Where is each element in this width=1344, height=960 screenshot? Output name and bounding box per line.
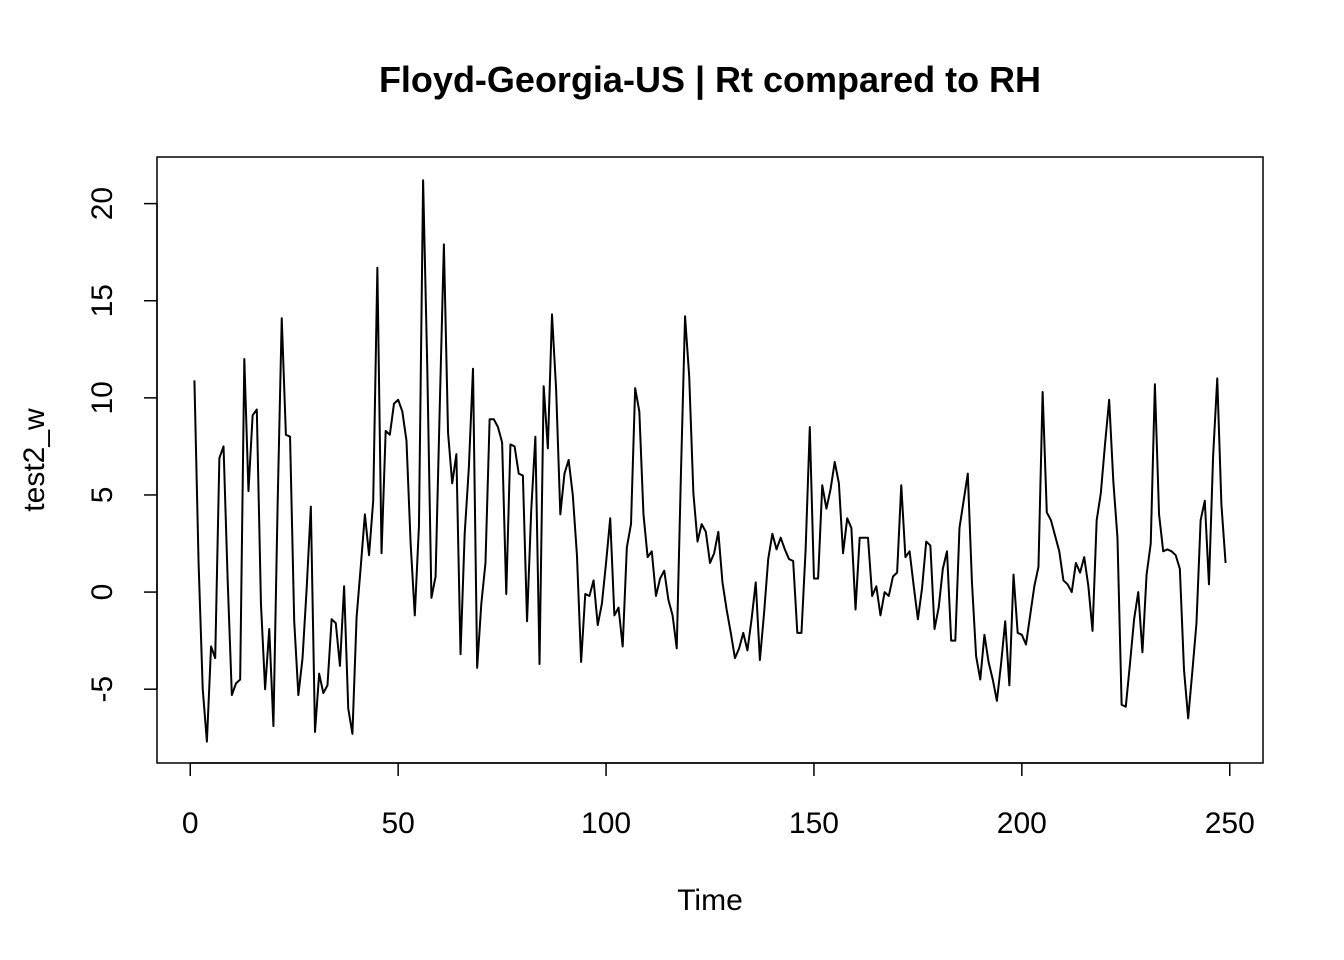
- x-tick-label: 100: [581, 807, 631, 840]
- y-tick-label: 15: [86, 284, 119, 317]
- y-tick-label: 0: [86, 584, 119, 601]
- x-tick-label: 50: [381, 807, 414, 840]
- x-tick-label: 250: [1205, 807, 1255, 840]
- x-axis: 0 50 100 150 200 250: [182, 762, 1255, 840]
- series-line: [193, 179, 1227, 743]
- x-tick-label: 200: [997, 807, 1047, 840]
- x-tick-label: 0: [182, 807, 199, 840]
- y-tick-label: -5: [86, 676, 119, 703]
- y-axis-label: test2_w: [18, 408, 51, 512]
- y-tick-label: 10: [86, 381, 119, 414]
- x-tick-label: 150: [789, 807, 839, 840]
- y-axis: -5 0 5 10 15 20: [86, 187, 158, 703]
- y-tick-label: 20: [86, 187, 119, 220]
- chart-title: Floyd-Georgia-US | Rt compared to RH: [379, 59, 1041, 101]
- y-tick-label: 5: [86, 487, 119, 504]
- x-axis-label: Time: [677, 884, 743, 917]
